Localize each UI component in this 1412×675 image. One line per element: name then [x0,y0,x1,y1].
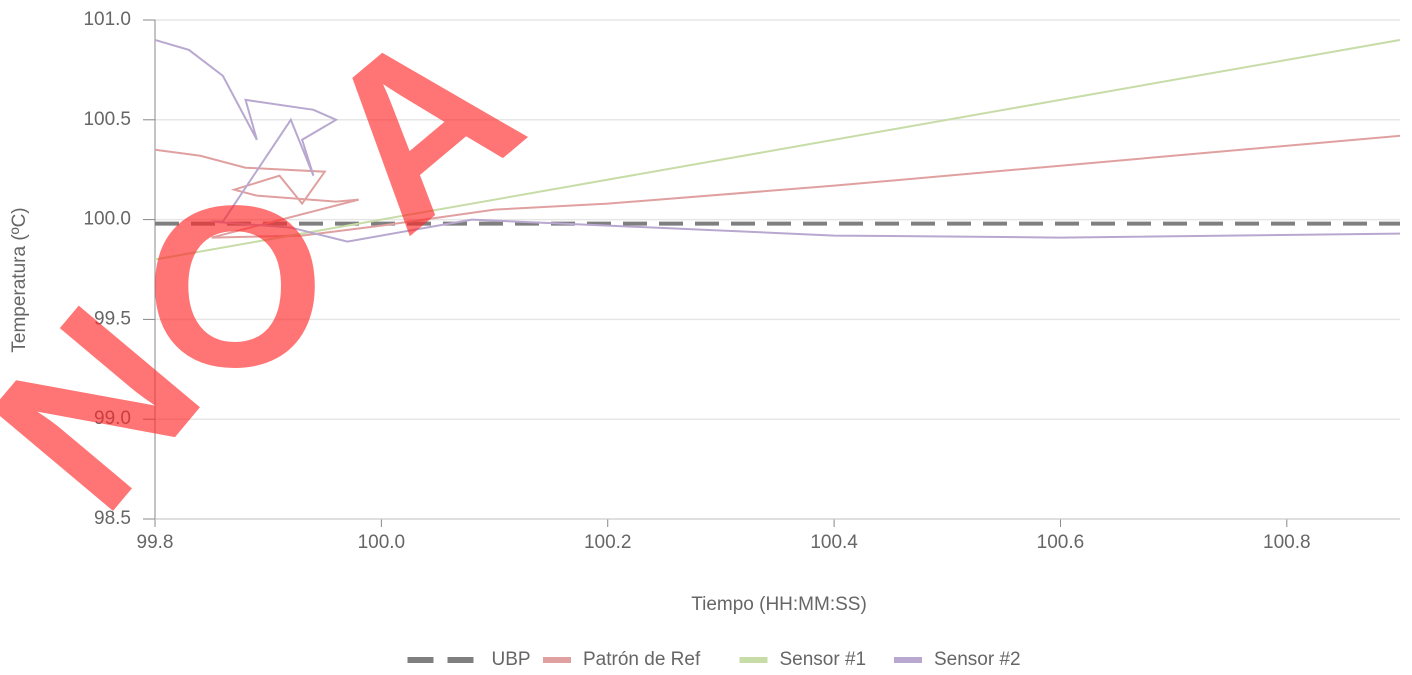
legend-label: UBP [492,649,531,670]
x-axis-label: Tiempo (HH:MM:SS) [691,594,867,615]
watermark: O [146,158,325,415]
y-axis-label: Temperatura (ºC) [9,207,30,352]
x-tick-label: 100.8 [1263,532,1311,553]
y-tick-label: 99.0 [94,408,131,429]
y-tick-label: 98.5 [94,508,131,529]
y-tick-label: 100.0 [83,209,131,230]
y-tick-label: 101.0 [83,9,131,30]
legend-label: Sensor #1 [780,649,867,670]
x-tick-label: 99.8 [137,532,174,553]
x-tick-label: 100.2 [584,532,632,553]
x-tick-label: 100.0 [358,532,406,553]
x-tick-label: 100.4 [810,532,858,553]
legend-label: Sensor #2 [934,649,1021,670]
series-line [154,38,1401,261]
y-tick-label: 100.5 [83,109,131,130]
legend-label: Patrón de Ref [583,649,701,670]
y-tick-label: 99.5 [94,308,131,329]
series-line [154,39,1401,243]
x-tick-label: 100.6 [1037,532,1085,553]
